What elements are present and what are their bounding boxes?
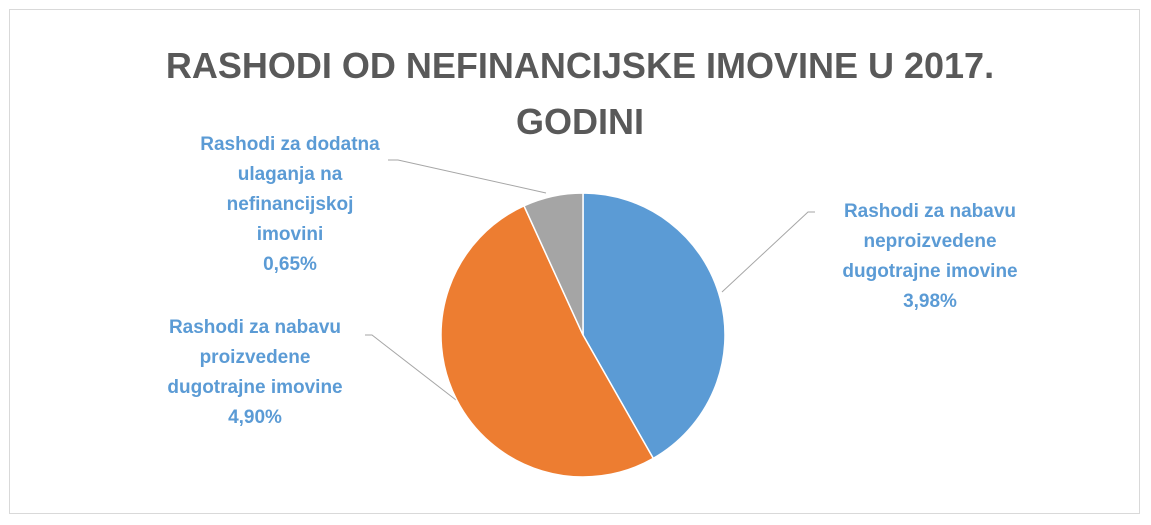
data-label-value: 3,98% [903,291,957,312]
data-label: Rashodi za nabavu proizvedene dugotrajne… [150,313,360,433]
leader-line [721,211,815,293]
leader-line [388,159,547,194]
data-label-value: 4,90% [228,407,282,428]
data-label: Rashodi za nabavu neproizvedene dugotraj… [825,197,1035,317]
data-label-category: Rashodi za nabavu neproizvedene dugotraj… [842,201,1018,282]
pie-slice [440,204,655,478]
chart-title: RASHODI OD NEFINANCIJSKE IMOVINE U 2017.… [165,45,995,142]
pie-slice [522,192,584,336]
leader-line [365,334,457,401]
data-label-value: 0,65% [263,254,317,275]
chart-frame [9,9,1140,514]
data-label-category: Rashodi za nabavu proizvedene dugotrajne… [167,317,343,398]
data-label-category: Rashodi za dodatna ulaganja na nefinanci… [200,134,380,245]
pie-slice [582,192,726,460]
data-label: Rashodi za dodatna ulaganja na nefinanci… [200,130,380,280]
